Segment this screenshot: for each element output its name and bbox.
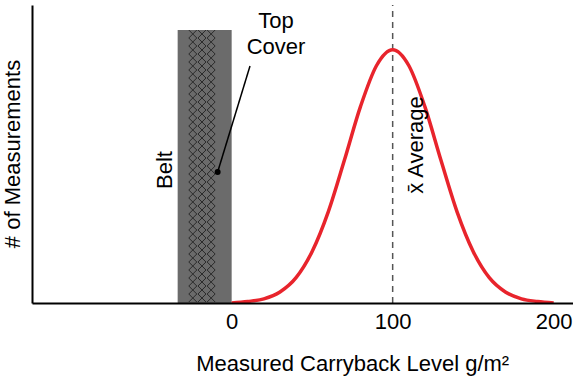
belt — [178, 30, 232, 303]
belt-texture — [198, 30, 206, 302]
y-axis — [32, 6, 33, 304]
y-axis-line — [32, 6, 34, 304]
distribution-line — [232, 50, 554, 303]
pointer-dot — [215, 169, 221, 175]
x-tick: 100 — [375, 303, 412, 334]
belt-label: Belt — [152, 151, 177, 189]
x-axis-title: Measured Carryback Level g/m² — [196, 351, 509, 376]
x-tick-label: 0 — [226, 309, 238, 334]
x-tick-label: 100 — [375, 309, 412, 334]
plot-area — [232, 5, 554, 303]
belt-graphic — [178, 30, 232, 303]
x-tick: 0 — [226, 303, 238, 334]
y-axis-title: # of Measurements — [0, 60, 25, 248]
belt-texture — [198, 30, 206, 302]
chart: 0 100 200 Measured Carryback Level g/m² # of… — [0, 0, 573, 385]
belt-texture — [189, 30, 197, 302]
average-label: x̄ Average — [403, 96, 428, 193]
pointer-line — [218, 66, 250, 172]
x-tick-label: 200 — [536, 309, 573, 334]
x-tick: 200 — [536, 303, 573, 334]
belt-texture — [207, 30, 215, 302]
x-axis-line — [33, 303, 573, 305]
x-axis: 0 100 200 — [33, 303, 573, 334]
belt-texture — [207, 30, 215, 302]
top-cover-label: TopCover — [247, 8, 306, 59]
belt-texture — [189, 30, 197, 302]
